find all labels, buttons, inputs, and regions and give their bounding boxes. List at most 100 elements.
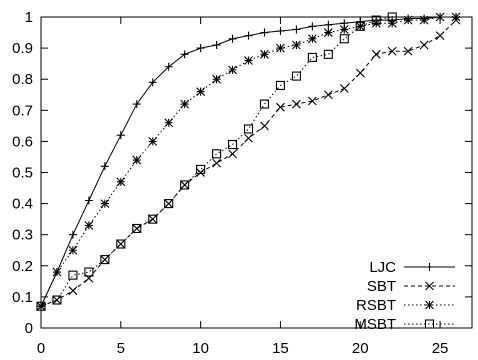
data-point	[371, 15, 381, 25]
data-point	[84, 220, 94, 230]
data-point	[275, 80, 285, 90]
data-point	[228, 139, 238, 150]
data-point	[164, 118, 174, 128]
series-rsbt	[36, 12, 461, 311]
data-point	[132, 223, 142, 234]
data-point	[371, 18, 381, 28]
y-tick-label: 0.9	[12, 40, 33, 57]
data-point	[243, 124, 254, 134]
x-tick-label: 0	[37, 340, 45, 357]
data-point	[100, 199, 110, 208]
legend-label: LJC	[369, 259, 396, 276]
data-point	[148, 78, 157, 87]
data-point	[84, 267, 94, 277]
data-point	[339, 25, 349, 34]
data-point	[435, 31, 445, 41]
data-point	[100, 162, 109, 171]
data-point	[244, 31, 253, 40]
data-point	[387, 18, 397, 28]
x-tick-label: 15	[272, 340, 289, 357]
x-tick-label: 25	[432, 340, 449, 357]
data-point	[228, 34, 237, 43]
data-point	[116, 131, 125, 140]
y-tick-label: 1	[25, 9, 33, 26]
data-point	[403, 15, 413, 25]
data-point	[419, 15, 429, 25]
legend-entry-rsbt: RSBT	[356, 297, 455, 314]
data-point	[132, 155, 142, 165]
legend-label: RSBT	[356, 297, 396, 314]
data-point	[164, 62, 173, 71]
data-point	[100, 255, 110, 265]
data-point	[196, 168, 206, 177]
data-point	[260, 28, 269, 37]
legend-entry-ljc: LJC	[369, 259, 455, 276]
data-point	[116, 177, 126, 187]
data-point	[307, 34, 317, 44]
y-tick-label: 0.1	[12, 289, 33, 306]
series-line-msbt	[40, 16, 393, 307]
legend-label: MSBT	[354, 316, 396, 333]
plot-frame	[40, 16, 473, 329]
legend-marker	[425, 300, 434, 310]
legend-label: SBT	[367, 278, 396, 295]
data-point	[244, 133, 253, 143]
legend: LJC SBT RSBT MSBT	[354, 259, 455, 333]
data-point	[148, 137, 158, 146]
data-point	[68, 270, 78, 280]
y-tick-label: 0.6	[12, 133, 33, 150]
data-point	[403, 46, 413, 56]
data-point	[260, 121, 269, 131]
data-point	[196, 44, 205, 53]
data-point	[276, 102, 285, 112]
data-point	[339, 34, 349, 44]
data-point	[419, 40, 429, 50]
data-point	[100, 255, 110, 264]
data-point	[212, 149, 222, 159]
data-point	[228, 65, 237, 75]
data-point	[291, 71, 301, 81]
legend-marker	[425, 281, 434, 291]
data-point	[228, 149, 237, 159]
data-point	[180, 180, 190, 190]
data-point	[68, 230, 77, 239]
y-tick-label: 0	[25, 320, 33, 337]
legend-entry-sbt: SBT	[367, 278, 455, 295]
x-tick-label: 5	[117, 340, 125, 357]
data-point	[387, 46, 397, 56]
data-point	[148, 214, 158, 224]
data-point	[355, 21, 365, 31]
legend-entry-msbt: MSBT	[354, 316, 455, 333]
data-point	[180, 99, 190, 109]
axis-ticks: 00.10.20.30.40.50.60.70.80.910 5 10 15 20 25	[12, 9, 472, 357]
data-point	[116, 239, 126, 249]
data-point	[323, 28, 333, 37]
data-point	[164, 199, 174, 209]
y-tick-label: 0.2	[12, 258, 33, 275]
y-tick-label: 0.8	[12, 71, 33, 88]
data-point	[68, 286, 78, 296]
data-point	[212, 40, 221, 49]
data-point	[339, 84, 349, 93]
data-point	[132, 224, 142, 233]
data-point	[212, 158, 221, 168]
data-point	[307, 52, 317, 62]
data-point	[307, 96, 317, 106]
data-point	[196, 87, 206, 97]
data-point	[276, 26, 285, 35]
data-point	[323, 49, 333, 59]
data-point	[292, 25, 301, 34]
data-point	[68, 245, 78, 255]
data-point	[292, 40, 301, 50]
data-point	[148, 214, 158, 224]
series-msbt	[36, 12, 397, 311]
data-point	[323, 90, 333, 100]
y-tick-label: 0.3	[12, 227, 33, 244]
data-point	[52, 295, 62, 305]
legend-marker	[424, 319, 435, 329]
data-point	[308, 22, 317, 31]
data-point	[84, 196, 93, 205]
data-point	[260, 49, 269, 59]
data-point	[276, 43, 285, 53]
